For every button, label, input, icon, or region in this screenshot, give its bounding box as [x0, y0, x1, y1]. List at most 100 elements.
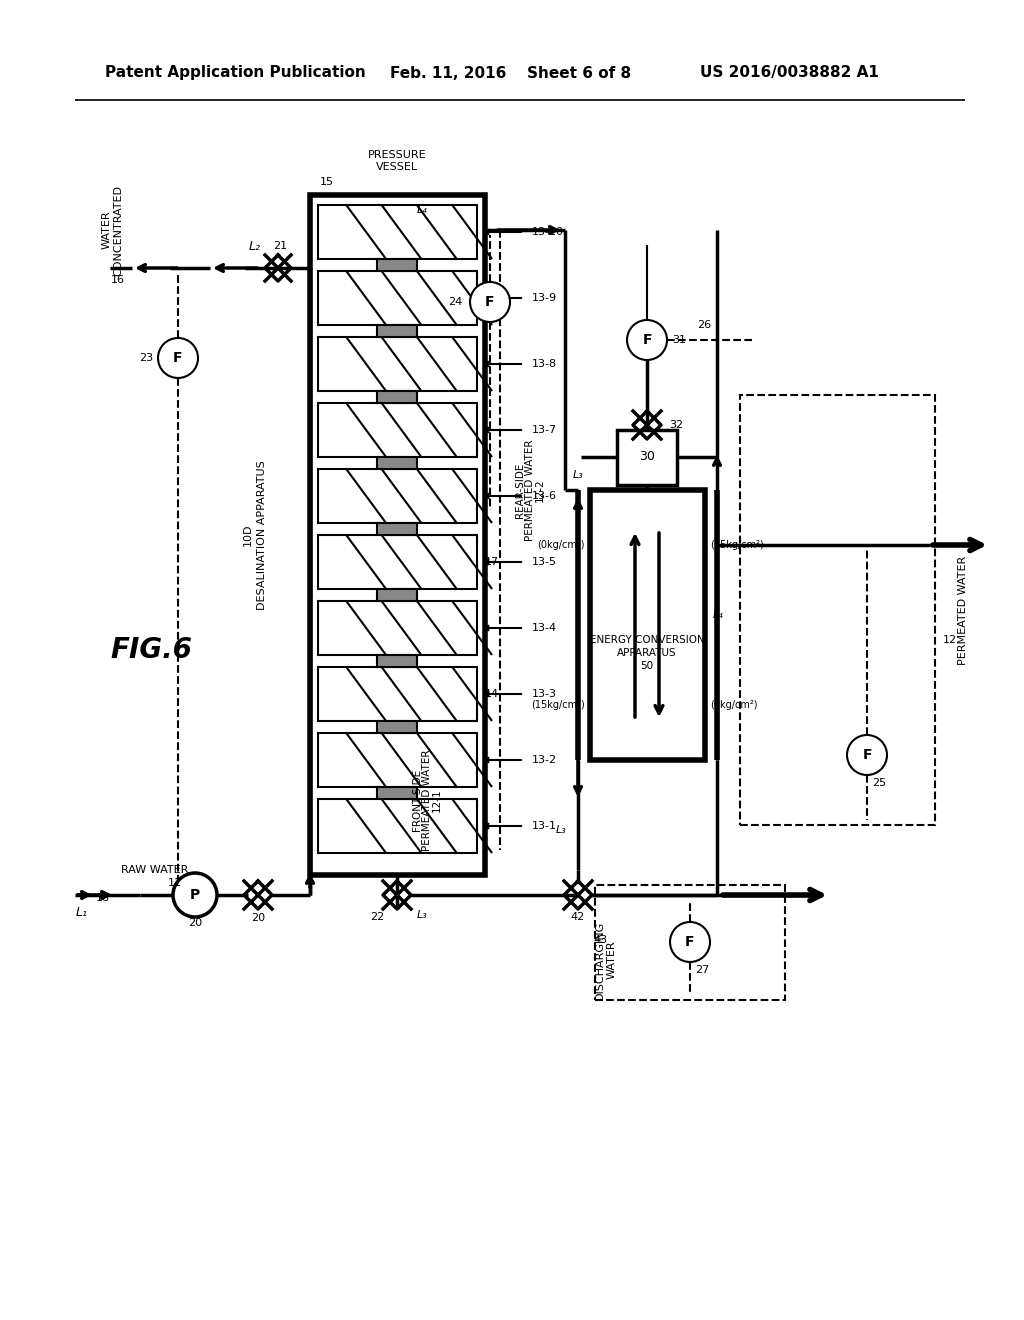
Bar: [318, 667, 477, 721]
Text: 12: 12: [943, 635, 957, 645]
Text: 10D: 10D: [243, 524, 253, 546]
Text: F: F: [685, 935, 694, 949]
Text: REAR-SIDE: REAR-SIDE: [515, 462, 525, 517]
Text: L₄: L₄: [713, 610, 724, 620]
Bar: [318, 403, 477, 457]
Text: 13-2: 13-2: [532, 755, 557, 766]
Circle shape: [173, 873, 217, 917]
Bar: [377, 589, 417, 601]
Text: 31: 31: [672, 335, 686, 345]
Text: F: F: [862, 748, 871, 762]
Text: L₃: L₃: [555, 825, 566, 836]
Text: 23: 23: [139, 352, 153, 363]
Text: (0kg/cm²): (0kg/cm²): [710, 700, 758, 710]
Text: 30: 30: [639, 450, 655, 463]
Bar: [318, 337, 477, 391]
Text: L₁: L₁: [76, 906, 88, 919]
Text: PRESSURE: PRESSURE: [368, 150, 426, 160]
Text: CONCENTRATED: CONCENTRATED: [113, 185, 123, 276]
Text: FIG.6: FIG.6: [110, 636, 191, 664]
Text: 27: 27: [695, 965, 710, 975]
Text: 17: 17: [485, 557, 499, 568]
Text: (15kg/cm²): (15kg/cm²): [531, 700, 585, 710]
Text: 13-3: 13-3: [532, 689, 557, 700]
Text: 21: 21: [273, 242, 287, 251]
Text: 24: 24: [447, 297, 462, 308]
Text: PERMEATED WATER: PERMEATED WATER: [525, 440, 535, 541]
Text: 13-7: 13-7: [532, 425, 557, 436]
Text: 26: 26: [697, 319, 711, 330]
Text: PERMEATED WATER: PERMEATED WATER: [422, 750, 432, 851]
Bar: [310, 195, 485, 875]
Bar: [318, 205, 477, 259]
Text: 13-4: 13-4: [532, 623, 557, 634]
Bar: [590, 490, 705, 760]
Circle shape: [670, 921, 710, 962]
Bar: [740, 395, 935, 825]
Text: 25: 25: [872, 777, 886, 788]
Bar: [595, 884, 785, 1001]
Circle shape: [847, 735, 887, 775]
Text: 13-9: 13-9: [532, 293, 557, 304]
Bar: [377, 655, 417, 667]
Text: DESALINATION APPARATUS: DESALINATION APPARATUS: [257, 461, 267, 610]
Text: 13-6: 13-6: [532, 491, 557, 502]
Text: 13-8: 13-8: [532, 359, 557, 370]
Text: P: P: [189, 888, 200, 902]
Text: 14: 14: [485, 689, 499, 700]
Bar: [377, 523, 417, 535]
Text: 22: 22: [370, 912, 384, 921]
Text: Feb. 11, 2016: Feb. 11, 2016: [390, 66, 507, 81]
Bar: [318, 601, 477, 655]
Text: 32: 32: [669, 420, 683, 430]
Text: VESSEL: VESSEL: [376, 162, 418, 172]
Text: L₄: L₄: [417, 205, 428, 215]
Circle shape: [470, 282, 510, 322]
Text: (15kg/cm²): (15kg/cm²): [710, 540, 764, 550]
Circle shape: [627, 319, 667, 360]
Text: RAW WATER: RAW WATER: [121, 865, 188, 875]
Text: DISCHARGING: DISCHARGING: [595, 920, 605, 999]
Text: ENERGY CONVERSION: ENERGY CONVERSION: [590, 635, 705, 645]
Text: L₃: L₃: [417, 909, 428, 920]
Text: 18: 18: [96, 894, 111, 903]
Text: 43: 43: [593, 935, 607, 945]
Text: L₂: L₂: [249, 240, 261, 253]
Text: Patent Application Publication: Patent Application Publication: [105, 66, 366, 81]
Text: FRONT-SIDE: FRONT-SIDE: [412, 770, 422, 832]
Bar: [377, 325, 417, 337]
Text: F: F: [642, 333, 651, 347]
Bar: [318, 469, 477, 523]
Bar: [617, 430, 677, 484]
Bar: [318, 535, 477, 589]
Bar: [377, 787, 417, 799]
Text: 13-1: 13-1: [532, 821, 557, 832]
Text: Sheet 6 of 8: Sheet 6 of 8: [527, 66, 631, 81]
Text: APPARATUS: APPARATUS: [617, 648, 677, 657]
Text: 15: 15: [319, 177, 334, 187]
Text: 50: 50: [640, 661, 653, 671]
Text: US 2016/0038882 A1: US 2016/0038882 A1: [700, 66, 879, 81]
Bar: [377, 391, 417, 403]
Text: 12-2: 12-2: [535, 478, 545, 502]
Bar: [318, 733, 477, 787]
Text: 16: 16: [111, 275, 125, 285]
Text: 20: 20: [188, 917, 202, 928]
Bar: [318, 271, 477, 325]
Text: F: F: [173, 351, 182, 366]
Text: L₃: L₃: [573, 470, 584, 480]
Text: 12-1: 12-1: [432, 788, 442, 812]
Text: WATER: WATER: [102, 211, 112, 249]
Text: 11: 11: [168, 878, 182, 888]
Text: (0kg/cm²): (0kg/cm²): [538, 540, 585, 550]
Text: F: F: [485, 294, 495, 309]
Bar: [377, 259, 417, 271]
Bar: [377, 721, 417, 733]
Text: 20: 20: [251, 913, 265, 923]
Text: PERMEATED WATER: PERMEATED WATER: [958, 556, 968, 665]
Bar: [377, 457, 417, 469]
Bar: [318, 799, 477, 853]
Text: 13-10: 13-10: [532, 227, 564, 238]
Text: 13-5: 13-5: [532, 557, 557, 568]
Circle shape: [158, 338, 198, 378]
